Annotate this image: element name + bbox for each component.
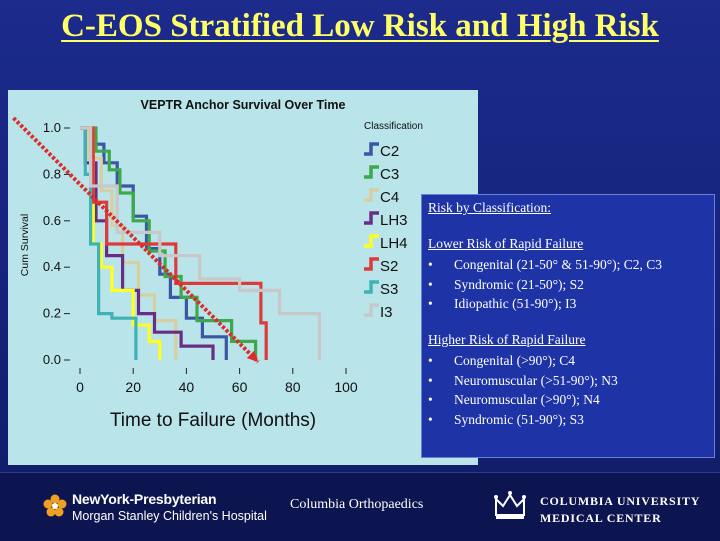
cu-line1: COLUMBIA UNIVERSITY	[540, 494, 701, 508]
legend-swatch	[364, 142, 379, 156]
y-tick-label: 1.0	[43, 120, 61, 135]
chart-ylabel: Cum Survival	[19, 214, 31, 276]
survival-chart: VEPTR Anchor Survival Over Time Cum Surv…	[12, 98, 423, 431]
x-tick-label: 20	[125, 379, 141, 395]
low-risk-heading: Lower Risk of Rapid Failure	[428, 236, 584, 251]
nyp-hospital-name: NewYork-Presbyterian Morgan Stanley Chil…	[72, 491, 267, 523]
chart-title: VEPTR Anchor Survival Over Time	[141, 98, 346, 112]
risk-heading: Risk by Classification:	[428, 200, 551, 215]
legend-label: LH3	[380, 212, 408, 229]
legend-swatch	[364, 234, 379, 248]
legend-label: C4	[380, 189, 399, 206]
legend-swatch	[364, 257, 379, 271]
list-item: • Syndromic (51-90°); S3	[428, 411, 584, 427]
y-tick-label: 0.4	[43, 259, 61, 274]
legend-swatch	[364, 211, 379, 225]
legend-label: I3	[380, 304, 393, 321]
columbia-medical-center: COLUMBIA UNIVERSITY MEDICAL CENTER	[540, 493, 700, 527]
y-tick-label: 0.0	[43, 352, 61, 367]
nyp-line1: NewYork-Presbyterian	[72, 491, 217, 507]
legend-label: S3	[380, 281, 398, 298]
list-item: • Neuromuscular (>90°); N4	[428, 392, 600, 407]
series-line-s3	[80, 126, 138, 360]
cu-line2: MEDICAL CENTER	[540, 511, 662, 525]
y-tick-label: 0.6	[43, 213, 61, 228]
crown-logo-icon	[494, 491, 526, 519]
legend-label: C2	[380, 143, 399, 160]
x-tick-label: 40	[179, 379, 195, 395]
y-tick-label: 0.2	[43, 306, 61, 321]
y-tick-label: 0.8	[43, 166, 61, 181]
legend-label: LH4	[380, 235, 408, 252]
flower-logo-icon	[43, 494, 67, 517]
x-tick-label: 80	[285, 379, 301, 395]
legend-swatch	[364, 280, 379, 294]
legend-swatch	[364, 303, 379, 317]
legend-swatch	[364, 188, 379, 202]
x-tick-label: 60	[232, 379, 248, 395]
survival-chart-panel: VEPTR Anchor Survival Over Time Cum Surv…	[8, 90, 478, 465]
x-tick-label: 0	[76, 379, 84, 395]
high-risk-heading: Higher Risk of Rapid Failure	[428, 332, 586, 347]
x-tick-label: 100	[334, 379, 358, 395]
list-item: • Syndromic (21-50°); S2	[428, 276, 584, 292]
footer-bar: NewYork-Presbyterian Morgan Stanley Chil…	[0, 472, 720, 541]
legend-title: Classification	[364, 121, 423, 132]
trend-arrow-head	[246, 350, 259, 362]
series-line-s2	[80, 126, 268, 360]
series-line-i3	[80, 126, 321, 360]
legend-label: S2	[380, 258, 398, 275]
list-item: • Congenital (>90°); C4	[428, 353, 575, 368]
columbia-orthopaedics: Columbia Orthopaedics	[290, 497, 424, 512]
slide-title: C-EOS Stratified Low Risk and High Risk	[61, 8, 659, 44]
list-item: • Neuromuscular (>51-90°); N3	[428, 372, 618, 388]
nyp-line2: Morgan Stanley Children's Hospital	[72, 509, 267, 523]
trend-arrow-line	[12, 116, 260, 364]
list-item: • Idiopathic (51-90°); I3	[428, 296, 577, 311]
legend-swatch	[364, 165, 379, 179]
list-item: • Congenital (21-50° & 51-90°); C2, C3	[428, 257, 663, 272]
high-risk-list: • Congenital (>90°); C4 • Neuromuscular (>…	[428, 351, 618, 429]
legend-label: C3	[380, 166, 399, 183]
chart-xlabel: Time to Failure (Months)	[110, 410, 316, 431]
low-risk-list: • Congenital (21-50° & 51-90°); C2, C3 • S…	[428, 255, 662, 314]
risk-info-box: Risk by Classification: Lower Risk of Ra…	[421, 194, 715, 458]
